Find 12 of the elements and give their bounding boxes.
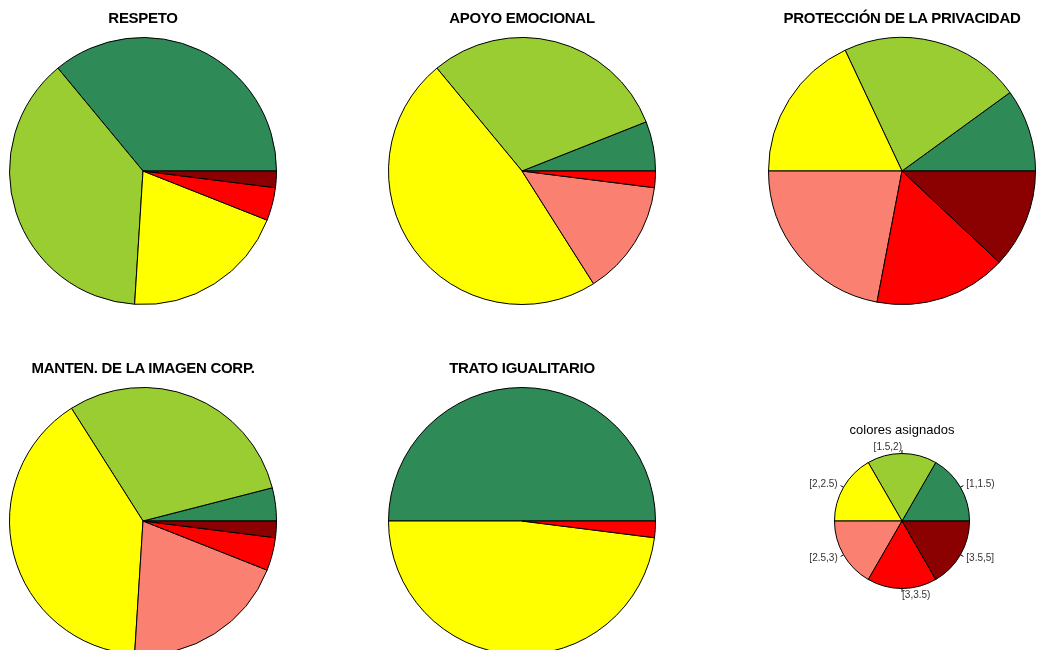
chart-title: APOYO EMOCIONAL [448,8,596,28]
chart-title: RESPETO [107,8,179,28]
chart-title: PROTECCIÓN DE LA PRIVACIDAD [782,8,1022,28]
slice-label: [2,2.5) [809,477,838,489]
slice-label: [3,3.5) [902,589,931,600]
slice-label: [1.5,2) [873,440,902,452]
chart-title: colores asignados [848,421,956,439]
chart-title: TRATO IGUALITARIO [448,358,596,378]
slice-label: [2.5,3) [809,551,838,563]
slice-label: [1,1.5) [966,477,995,489]
chart-title: MANTEN. DE LA IMAGEN CORP. [30,358,256,378]
slice-label: [3.5,5] [966,551,995,563]
